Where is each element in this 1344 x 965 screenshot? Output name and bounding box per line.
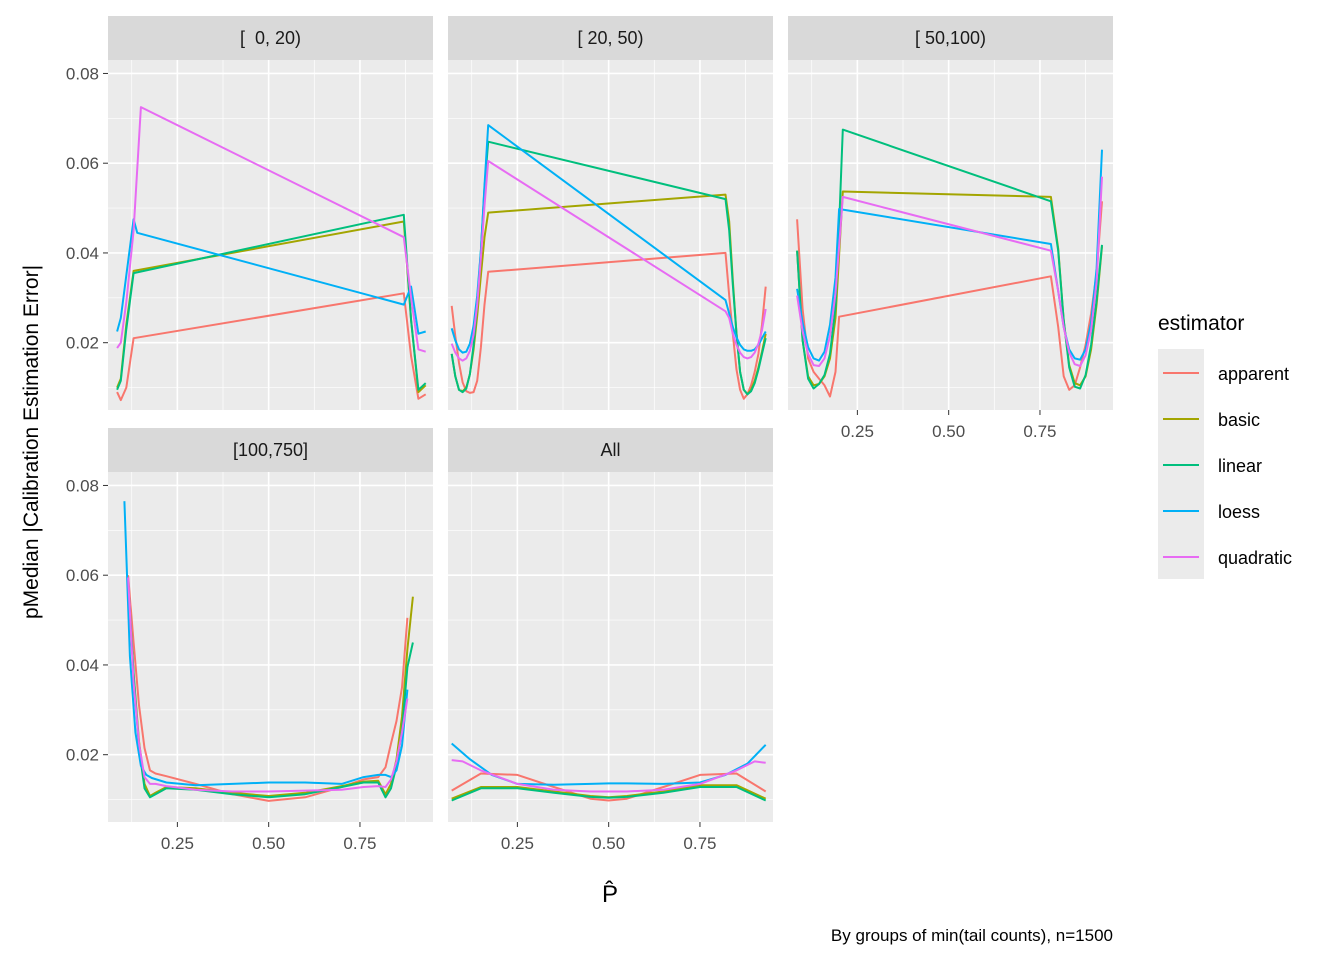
facet-strip xyxy=(108,16,433,60)
facet-strip xyxy=(448,16,773,60)
x-tick-label: 0.50 xyxy=(932,422,965,441)
facet-strip xyxy=(448,428,773,472)
facet-strip xyxy=(788,16,1113,60)
series-line-quadratic xyxy=(796,176,1103,367)
x-tick-label: 0.75 xyxy=(1023,422,1056,441)
y-tick-label: 0.02 xyxy=(66,746,99,765)
facet-panel: All xyxy=(448,428,773,822)
x-tick-label: 0.50 xyxy=(592,834,625,853)
panel-background xyxy=(108,60,433,410)
facet-strip-label: [ 50,100) xyxy=(915,28,986,48)
series-line-quadratic xyxy=(127,577,409,793)
facet-strip-label: [100,750] xyxy=(233,440,308,460)
panel-background xyxy=(448,60,773,410)
series-line-linear xyxy=(127,581,414,799)
series-line-quadratic xyxy=(116,106,427,353)
legend: estimator apparent basic linear loess quadra… xyxy=(1158,312,1292,579)
facet-strip xyxy=(108,428,433,472)
y-tick-label: 0.02 xyxy=(66,334,99,353)
facet-panel: [ 50,100) xyxy=(788,16,1113,410)
x-axis-title: P̂ xyxy=(602,880,618,908)
y-tick-label: 0.08 xyxy=(66,64,99,83)
legend-label-quadratic: quadratic xyxy=(1218,548,1292,568)
facet-strip-label: [ 20, 50) xyxy=(577,28,643,48)
facet-panel: [100,750] xyxy=(108,428,433,822)
series-line-apparent xyxy=(127,575,409,802)
series-line-apparent xyxy=(116,292,427,402)
series-line-linear xyxy=(116,213,427,391)
x-tick-label: 0.75 xyxy=(683,834,716,853)
facet-panel: [ 20, 50) xyxy=(448,16,773,410)
series-line-loess xyxy=(450,124,767,354)
series-line-quadratic xyxy=(451,759,766,793)
y-tick-label: 0.08 xyxy=(66,476,99,495)
series-line-loess xyxy=(116,218,426,335)
x-tick-label: 0.50 xyxy=(252,834,285,853)
series-line-loess xyxy=(796,149,1103,362)
y-tick-label: 0.04 xyxy=(66,244,99,263)
facet-strip-label: All xyxy=(600,440,620,460)
y-tick-label: 0.06 xyxy=(66,154,99,173)
x-tick-label: 0.25 xyxy=(841,422,874,441)
facet-strip-label: [ 0, 20) xyxy=(240,28,301,48)
series-line-linear xyxy=(450,140,767,396)
y-tick-label: 0.04 xyxy=(66,656,99,675)
legend-label-loess: loess xyxy=(1218,502,1260,522)
legend-title: estimator xyxy=(1158,312,1244,335)
y-axis-title: pMedian |Calibration Estimation Error| xyxy=(20,265,43,619)
legend-label-apparent: apparent xyxy=(1218,364,1289,384)
facet-panel: [ 0, 20) xyxy=(108,16,433,410)
legend-label-basic: basic xyxy=(1218,410,1260,430)
x-tick-label: 0.75 xyxy=(343,834,376,853)
series-line-linear xyxy=(451,786,767,802)
series-line-apparent xyxy=(451,772,767,802)
caption: By groups of min(tail counts), n=1500 xyxy=(831,926,1113,945)
x-tick-label: 0.25 xyxy=(161,834,194,853)
legend-label-linear: linear xyxy=(1218,456,1262,476)
series-line-quadratic xyxy=(450,160,767,362)
panel-background xyxy=(448,472,773,822)
series-line-linear xyxy=(796,128,1103,390)
x-tick-label: 0.25 xyxy=(501,834,534,853)
y-tick-label: 0.06 xyxy=(66,566,99,585)
